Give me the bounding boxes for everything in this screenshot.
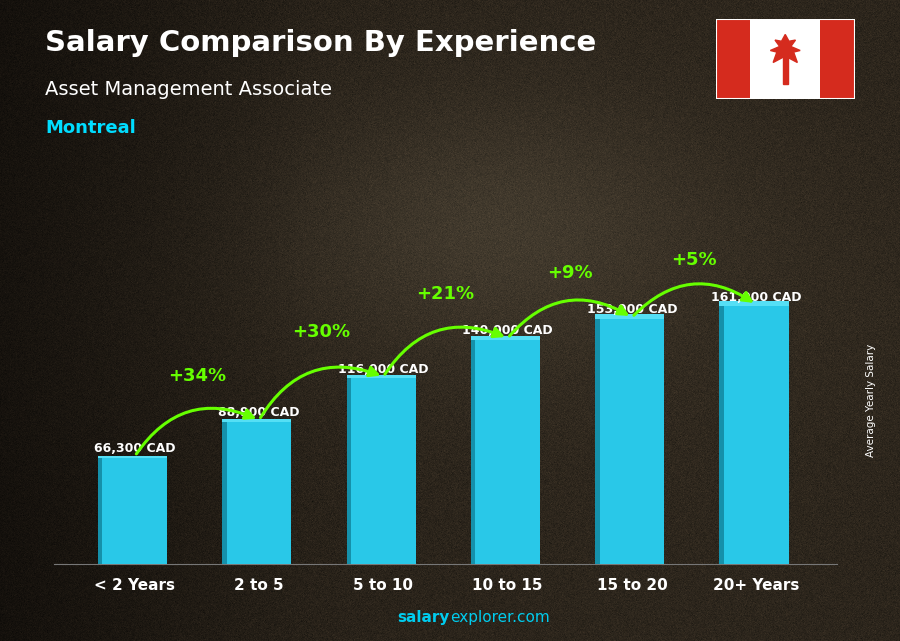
Text: 153,000 CAD: 153,000 CAD [587,303,677,316]
Text: Salary Comparison By Experience: Salary Comparison By Experience [45,29,596,57]
Bar [351,378,416,564]
Bar [346,375,416,378]
Text: +5%: +5% [671,251,717,269]
Bar [719,306,724,564]
Text: Asset Management Associate: Asset Management Associate [45,80,332,99]
Bar [595,319,599,564]
Polygon shape [783,56,788,84]
Text: +30%: +30% [292,323,350,341]
Bar [346,378,351,564]
Text: Montreal: Montreal [45,119,136,137]
Text: 140,000 CAD: 140,000 CAD [463,324,553,337]
Text: 66,300 CAD: 66,300 CAD [94,442,176,455]
Bar [820,19,855,99]
Bar [471,340,475,564]
Bar [98,458,103,564]
Bar [227,422,292,564]
Bar [222,419,292,422]
Bar [751,19,820,99]
Bar [98,456,167,458]
Bar [724,306,788,564]
Text: 116,000 CAD: 116,000 CAD [338,363,428,376]
Bar [103,458,167,564]
Bar [222,422,227,564]
Text: Average Yearly Salary: Average Yearly Salary [866,344,877,457]
Text: salary: salary [398,610,450,625]
Text: +34%: +34% [168,367,226,385]
Polygon shape [770,35,800,63]
Bar [719,301,788,306]
Bar [595,315,664,319]
Bar [599,319,664,564]
Text: 161,000 CAD: 161,000 CAD [711,290,802,303]
Text: +9%: +9% [547,264,592,282]
Text: explorer.com: explorer.com [450,610,550,625]
Bar [716,19,751,99]
Text: 88,900 CAD: 88,900 CAD [219,406,300,419]
Bar [471,336,540,340]
Text: +21%: +21% [417,285,474,303]
Bar [475,340,540,564]
